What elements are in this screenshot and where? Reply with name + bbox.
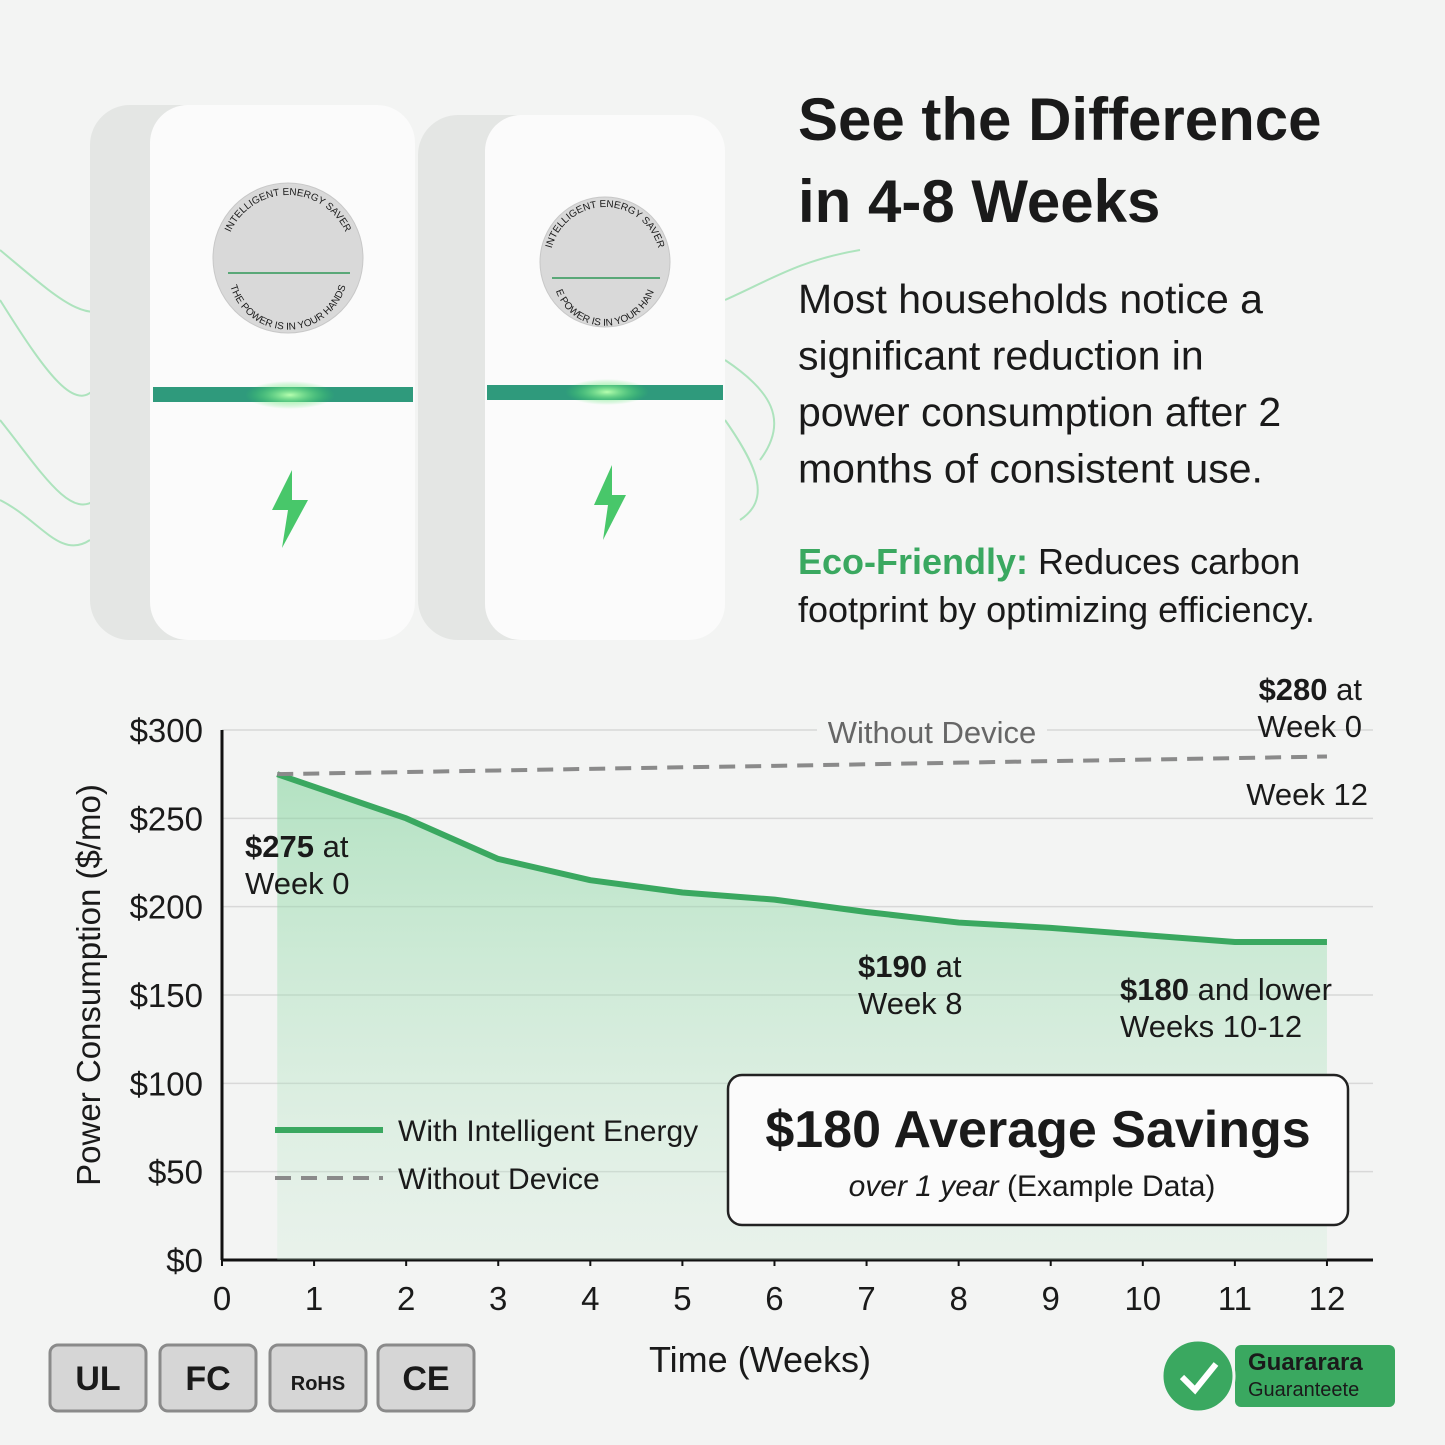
body-text: Most households notice a: [798, 276, 1263, 322]
annotation-part: and lower: [1189, 972, 1332, 1007]
badge-label: UL: [75, 1360, 120, 1398]
annotation-part: Week 12: [1246, 777, 1368, 812]
device: [418, 115, 725, 640]
annotation: Week 0: [1257, 709, 1362, 744]
annotation: $190 at: [858, 949, 962, 984]
y-axis-label: Power Consumption ($/mo): [70, 784, 107, 1186]
annotation-part: $280: [1259, 672, 1328, 707]
guarantee-badge: [1235, 1345, 1395, 1407]
annotation: $280 at: [1259, 672, 1363, 707]
header: See the Difference in 4-8 Weeks Most house…: [798, 86, 1322, 630]
annotation-part: Week 8: [858, 986, 963, 1021]
x-tick-label: 3: [489, 1280, 507, 1317]
badge-label: RoHS: [291, 1373, 345, 1395]
body-text: significant reduction in: [798, 333, 1204, 379]
annotation: $180 and lower: [1120, 972, 1332, 1007]
badge-label: CE: [402, 1360, 449, 1398]
y-tick-label: $50: [148, 1154, 203, 1191]
x-tick-label: 1: [305, 1280, 323, 1317]
body-text: months of consistent use.: [798, 446, 1263, 492]
legend-label: Without Device: [398, 1163, 600, 1196]
x-tick-label: 12: [1309, 1280, 1346, 1317]
eco-line: footprint by optimizing efficiency.: [798, 589, 1315, 630]
annotation-part: $275: [245, 829, 314, 864]
annotation-part: at: [1328, 672, 1363, 707]
guarantee-seal: [1160, 1338, 1236, 1414]
annotation-part: Week 0: [245, 866, 350, 901]
annotation-part: Without Device: [828, 715, 1036, 750]
annotation: Weeks 10-12: [1120, 1009, 1302, 1044]
savings-title: $180 Average Savings: [765, 1101, 1310, 1159]
device: [90, 105, 415, 640]
x-tick-label: 6: [765, 1280, 783, 1317]
x-axis-label: Time (Weeks): [649, 1339, 871, 1380]
eco-text: Reduces carbon: [1028, 541, 1300, 582]
annotation-part: Weeks 10-12: [1120, 1009, 1302, 1044]
annotation: Week 12: [1246, 777, 1368, 812]
annotation: Week 8: [858, 986, 963, 1021]
guarantee-text: Guaranteete: [1248, 1379, 1359, 1401]
annotation-part: at: [927, 949, 962, 984]
y-tick-label: $0: [166, 1242, 203, 1279]
y-tick-label: $300: [130, 712, 203, 749]
x-tick-label: 4: [581, 1280, 599, 1317]
body-text: power consumption after 2: [798, 389, 1281, 435]
series-line: [276, 771, 1327, 945]
heading: See the Difference: [798, 86, 1322, 153]
savings-box: [726, 1073, 1350, 1227]
eco-line: Eco-Friendly: Reduces carbon: [798, 541, 1300, 582]
x-tick-label: 9: [1042, 1280, 1060, 1317]
wisps: [0, 249, 861, 547]
y-tick-label: $200: [130, 889, 203, 926]
badge-label: FC: [185, 1360, 230, 1398]
annotation: Week 0: [245, 866, 350, 901]
savings-note: over 1 year (Example Data): [849, 1170, 1216, 1203]
badge: [376, 1343, 476, 1413]
x-tick-label: 11: [1218, 1280, 1252, 1317]
annotation: Without Device: [828, 715, 1036, 750]
badge: [48, 1343, 148, 1413]
annotation-part: Week 0: [1257, 709, 1362, 744]
heading: in 4-8 Weeks: [798, 168, 1160, 235]
annotation-part: $190: [858, 949, 927, 984]
x-tick-label: 5: [673, 1280, 691, 1317]
footer: UL FC RoHS CE Guararara Guaranteete: [48, 1338, 1395, 1414]
badge: [158, 1343, 258, 1413]
annotation-part: $180: [1120, 972, 1189, 1007]
savings-note-text: (Example Data): [999, 1170, 1216, 1203]
y-tick-label: $250: [130, 800, 203, 837]
x-tick-label: 8: [949, 1280, 967, 1317]
eco-label: Eco-Friendly:: [798, 541, 1028, 582]
x-tick-label: 2: [397, 1280, 415, 1317]
badge: [268, 1343, 368, 1413]
savings-note-italic: over 1 year: [849, 1170, 1000, 1203]
guarantee-text: Guararara: [1248, 1349, 1363, 1376]
annotation-part: at: [314, 829, 349, 864]
x-tick-label: 0: [213, 1280, 231, 1317]
x-tick-label: 7: [857, 1280, 875, 1317]
guarantee-check: [1179, 1362, 1219, 1395]
annotation: $275 at: [245, 829, 349, 864]
x-tick-label: 10: [1124, 1280, 1161, 1317]
y-tick-label: $100: [130, 1065, 203, 1102]
y-tick-label: $150: [130, 977, 203, 1014]
label-bg: [817, 715, 1047, 753]
legend-label: With Intelligent Energy: [398, 1115, 698, 1148]
